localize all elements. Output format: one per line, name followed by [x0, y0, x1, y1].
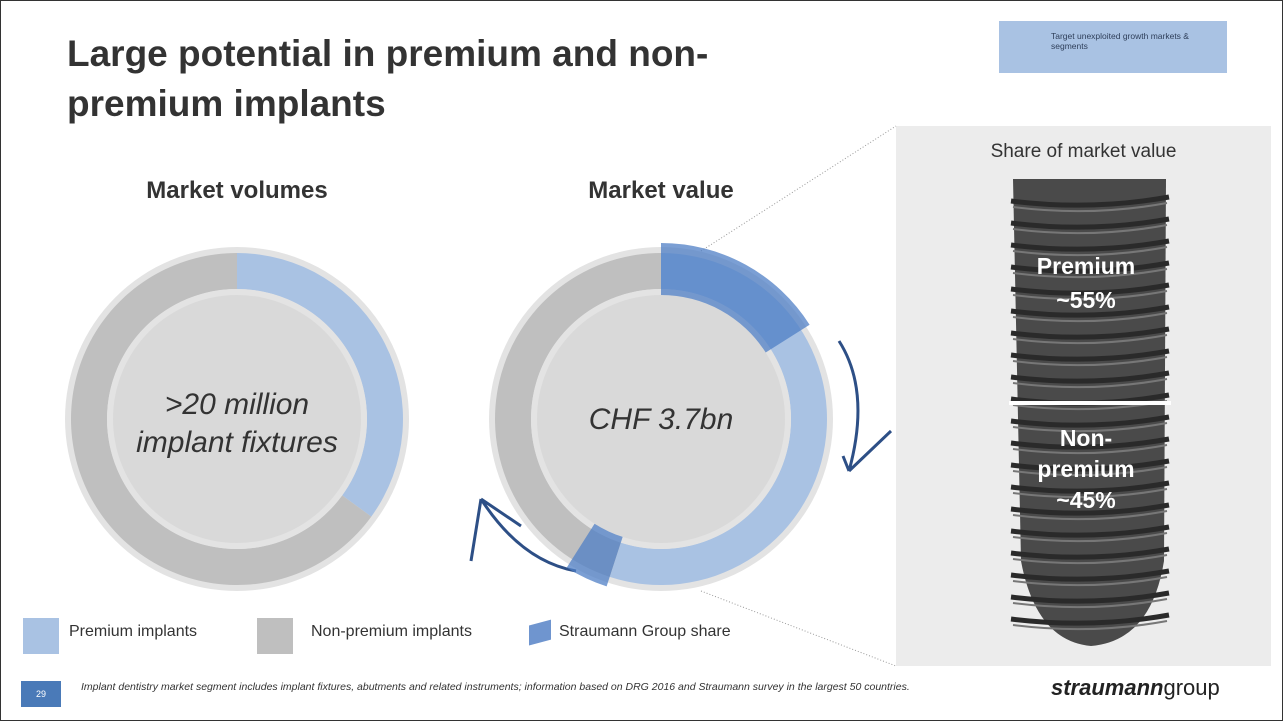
implant-thread: [1010, 260, 1170, 274]
arrow: [837, 340, 893, 473]
implant-thread: [1010, 238, 1170, 252]
implant-thread: [1010, 304, 1170, 318]
implant-thread: [1012, 488, 1168, 499]
legend-swatch: [529, 619, 551, 646]
implant-thread: [1010, 326, 1170, 340]
legend-swatch: [23, 618, 59, 654]
arrow: [469, 497, 577, 573]
legend-swatch: [257, 618, 293, 654]
implant-thread: [1012, 554, 1168, 565]
implant-thread: [1012, 334, 1168, 345]
implant-thread: [1012, 444, 1168, 455]
donut-hole: [537, 295, 785, 543]
donut-segment: [495, 253, 661, 577]
implant-thread: [1012, 598, 1168, 609]
implant-thread: [1010, 194, 1170, 208]
center-label: >20 million implant fixtures: [136, 388, 338, 459]
implant-thread: [1012, 224, 1168, 235]
implant-thread: [1012, 532, 1168, 543]
implant-thread: [1012, 356, 1168, 367]
implant-share: ~45%: [1056, 487, 1116, 513]
page-number: 29: [21, 681, 61, 707]
zoom-line: [700, 590, 897, 667]
implant-thread: [1012, 466, 1168, 477]
implant-label: Premium: [1036, 253, 1136, 279]
implant-share: ~55%: [1056, 287, 1116, 313]
implant: [1009, 179, 1171, 646]
implant-thread: [1010, 480, 1170, 494]
implant-thread: [1010, 282, 1170, 296]
implant-thread: [1010, 524, 1170, 538]
donut-hole: [113, 295, 361, 543]
chart-title: Market value: [588, 177, 734, 204]
center-label: CHF 3.7bn: [588, 403, 734, 436]
implant-thread: [1012, 576, 1168, 587]
donut-segment: [237, 253, 403, 517]
legend-label: Non-premium implants: [311, 623, 472, 640]
share-segment: [661, 243, 810, 353]
implant-thread: [1010, 458, 1170, 472]
implant-thread: [1012, 268, 1168, 279]
title: Large potential in premium and non-premi…: [67, 33, 709, 124]
footnote: Implant dentistry market segment include…: [81, 681, 910, 693]
panel-title: Share of market value: [990, 141, 1177, 162]
implant-thread: [1012, 246, 1168, 257]
badge: [999, 21, 1227, 73]
logo-light: group: [1163, 675, 1220, 700]
implant-thread: [1010, 568, 1170, 582]
implant-thread: [1012, 378, 1168, 389]
implant-label: Non-premium: [1037, 425, 1135, 482]
implant-thread: [1010, 348, 1170, 362]
implant-thread: [1012, 290, 1168, 301]
implant-thread: [1012, 202, 1168, 213]
badge-text: Target unexploited growth markets & segm…: [1051, 31, 1189, 51]
legend-label: Premium implants: [69, 623, 198, 640]
logo: straumanngroup: [1051, 675, 1220, 701]
logo-bold: straumann: [1051, 675, 1164, 700]
implant-thread: [1010, 546, 1170, 560]
implant-thread: [1010, 612, 1170, 626]
implant-thread: [1010, 502, 1170, 516]
chart-title: Market volumes: [146, 177, 328, 204]
implant-thread: [1010, 370, 1170, 384]
legend-label: Straumann Group share: [559, 623, 731, 640]
implant-thread: [1010, 590, 1170, 604]
implant-thread: [1010, 414, 1170, 428]
implant-thread: [1010, 216, 1170, 230]
implant-thread: [1012, 422, 1168, 433]
implant-thread: [1012, 312, 1168, 323]
implant-thread: [1012, 510, 1168, 521]
implant-thread: [1010, 436, 1170, 450]
implant-thread: [1012, 620, 1168, 631]
share-segment: [566, 523, 623, 587]
